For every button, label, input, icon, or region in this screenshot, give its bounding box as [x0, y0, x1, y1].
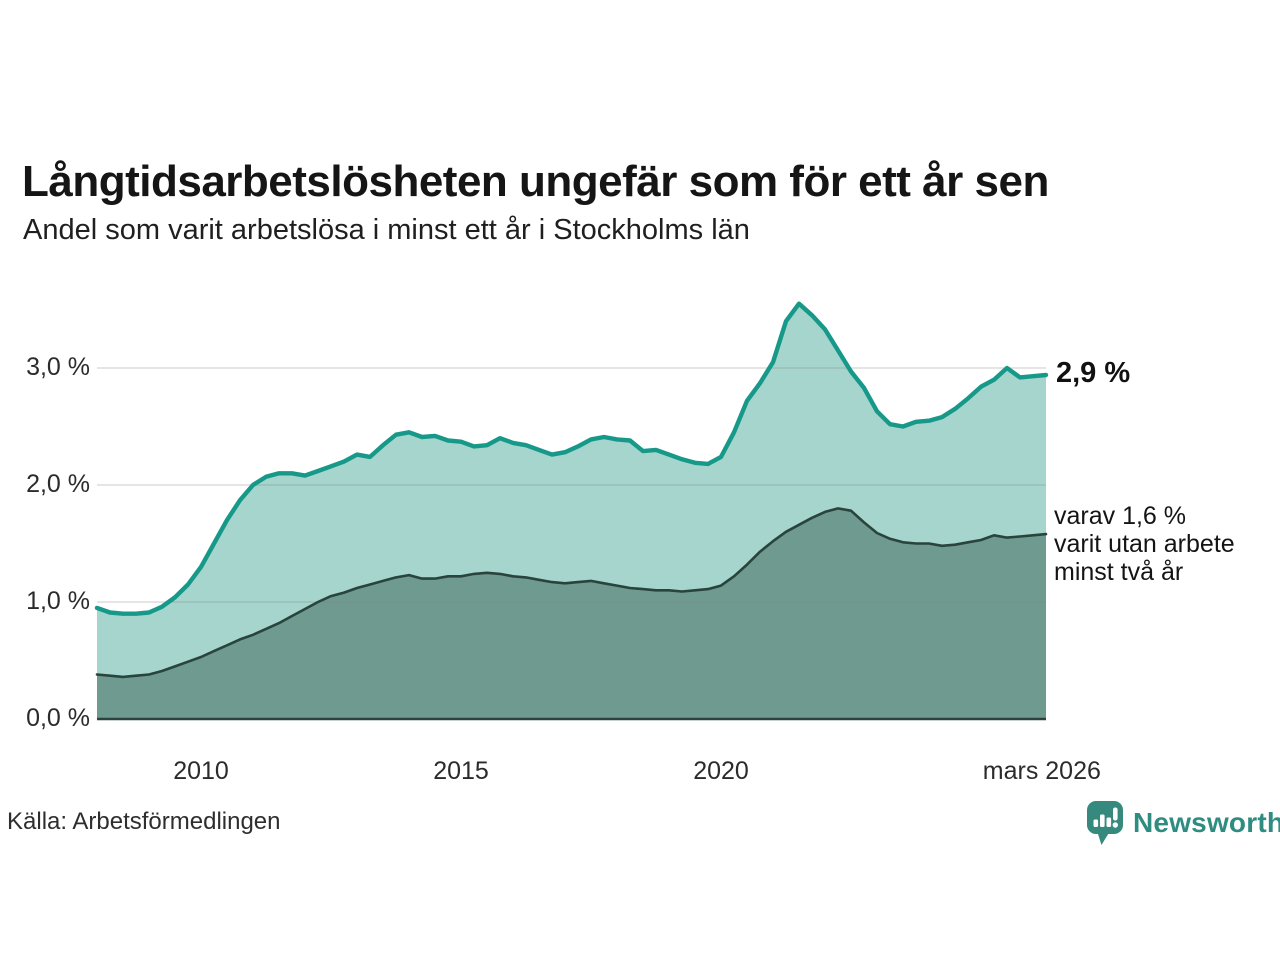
newsworthy-wordmark: Newsworthy — [1133, 806, 1280, 838]
x-axis-label-2010: 2010 — [173, 757, 229, 785]
area-two-year — [97, 508, 1046, 719]
unemployment-area-chart — [94, 301, 1049, 721]
latest-value-label: 2,9 % — [1056, 357, 1131, 389]
x-axis-label-2015: 2015 — [433, 757, 489, 785]
source-label: Källa: Arbetsförmedlingen — [7, 808, 281, 835]
line-total — [94, 301, 1049, 616]
y-axis-label-2: 2,0 % — [26, 470, 90, 498]
two-year-annotation-line-3: minst två år — [1054, 558, 1184, 586]
x-axis-label-2020: 2020 — [693, 757, 749, 785]
newsworthy-logo-link[interactable]: Newsworthy — [1085, 799, 1280, 846]
line-two-year — [95, 507, 1048, 679]
chart-area: 3,0 % 2,0 % 1,0 % 0,0 % 2010 2015 2020 m… — [0, 270, 1280, 800]
chart-subtitle: Andel som varit arbetslösa i minst ett å… — [23, 214, 750, 246]
two-year-annotation-line-2: varit utan arbete — [1054, 530, 1235, 558]
x-axis-label-mars-2026: mars 2026 — [982, 757, 1101, 785]
two-year-annotation-line-1: varav 1,6 % — [1054, 502, 1187, 530]
y-axis-label-3: 3,0 % — [26, 353, 90, 381]
chart-title: Långtidsarbetslösheten ungefär som för e… — [22, 157, 1049, 207]
y-axis-label-1: 1,0 % — [26, 587, 90, 615]
y-axis-label-0: 0,0 % — [26, 704, 90, 732]
two-year-annotation: varav 1,6 % varit utan arbete minst två … — [1054, 502, 1235, 586]
newsworthy-speech-bubble-chart-icon — [1087, 801, 1123, 845]
